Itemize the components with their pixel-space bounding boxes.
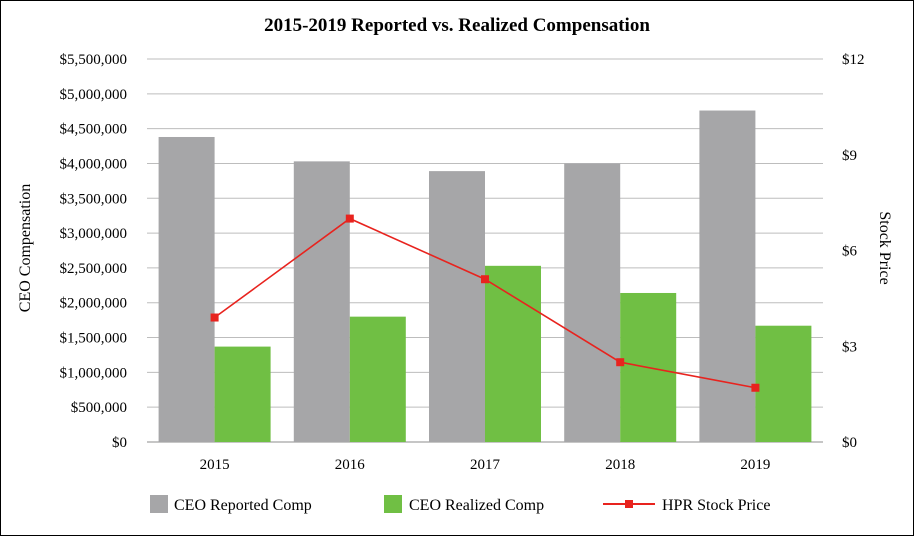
y2-tick-label: $3 [842, 339, 857, 355]
stock-price-marker [210, 313, 219, 322]
left-axis-ticks: $0 $500,000 $1,000,000 $1,500,000 $2,000,000… [60, 52, 128, 451]
bar-realized-comp [485, 265, 541, 442]
x-tick-label: 2017 [470, 457, 501, 473]
y-tick-label: $5,500,000 [60, 52, 128, 68]
x-tick-label: 2016 [335, 457, 366, 473]
y-tick-label: $500,000 [71, 400, 127, 416]
stock-price-marker [751, 383, 760, 392]
bar-realized-comp [214, 346, 271, 442]
legend: CEO Reported Comp CEO Realized Comp HPR … [150, 495, 770, 514]
y2-tick-label: $0 [842, 435, 857, 451]
y2-axis-label: Stock Price [876, 211, 893, 284]
y-tick-label: $2,500,000 [60, 261, 128, 277]
y-tick-label: $1,000,000 [60, 365, 128, 381]
stock-price-marker [481, 275, 489, 284]
y-tick-label: $4,500,000 [60, 122, 128, 138]
y-axis-label: CEO Compensation [17, 184, 34, 312]
y-tick-label: $2,000,000 [60, 296, 128, 312]
bar-reported-comp [293, 161, 350, 442]
y2-tick-label: $12 [842, 52, 865, 68]
right-axis-ticks: $0 $3 $6 $9 $12 [842, 52, 865, 451]
bar-realized-comp [755, 325, 812, 442]
legend-swatch-realized [384, 495, 402, 513]
legend-label-realized: CEO Realized Comp [409, 497, 544, 514]
legend-label-stock: HPR Stock Price [662, 497, 770, 514]
y-tick-label: $5,000,000 [60, 87, 128, 103]
y-tick-label: $0 [112, 435, 127, 451]
legend-marker-stock [625, 500, 633, 508]
x-tick-label: 2019 [740, 457, 770, 473]
y2-tick-label: $6 [842, 244, 858, 260]
y2-tick-label: $9 [842, 148, 857, 164]
x-axis-ticks: 2015 2016 2017 2018 2019 [200, 457, 771, 473]
x-tick-label: 2015 [200, 457, 230, 473]
bar-reported-comp [699, 110, 756, 442]
y-tick-label: $3,500,000 [60, 191, 128, 207]
stock-price-marker [345, 214, 354, 223]
y-tick-label: $3,000,000 [60, 226, 128, 242]
line-marks [210, 214, 760, 392]
y-tick-label: $1,500,000 [60, 331, 128, 347]
legend-label-reported: CEO Reported Comp [174, 497, 312, 514]
bar-reported-comp [429, 171, 485, 442]
bar-reported-comp [158, 136, 215, 442]
chart-title: 2015-2019 Reported vs. Realized Compensa… [264, 15, 650, 36]
legend-swatch-reported [150, 495, 168, 513]
bar-realized-comp [349, 316, 406, 442]
bar-reported-comp [564, 163, 621, 443]
y-tick-label: $4,000,000 [60, 156, 128, 172]
stock-price-marker [616, 358, 625, 367]
x-tick-label: 2018 [605, 457, 635, 473]
